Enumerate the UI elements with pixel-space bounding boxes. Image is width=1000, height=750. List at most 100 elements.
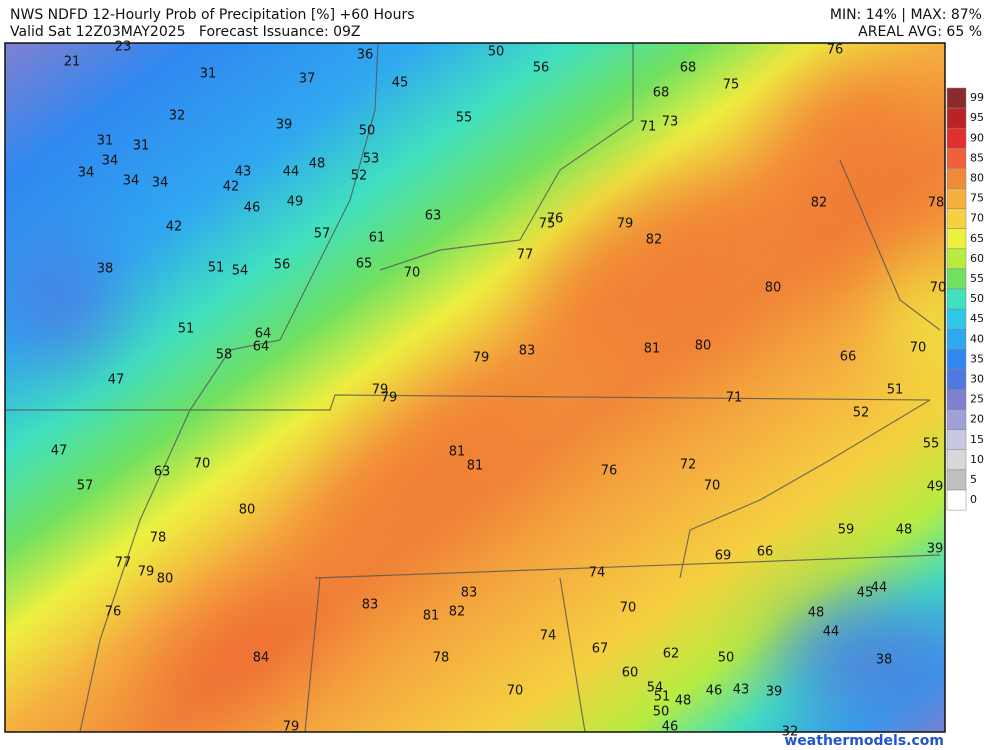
pop-label: 51: [208, 261, 225, 276]
pop-label: 80: [239, 503, 256, 518]
pop-label: 39: [927, 542, 944, 557]
pop-label: 75: [723, 78, 740, 93]
valid-time: Valid Sat 12Z03MAY2025 Forecast Issuance…: [10, 24, 361, 40]
pop-label: 46: [244, 201, 261, 216]
pop-label: 55: [923, 437, 940, 452]
pop-label: 60: [622, 666, 639, 681]
colorbar-swatch: [946, 449, 967, 471]
pop-label: 45: [392, 76, 409, 91]
pop-label: 42: [223, 180, 240, 195]
pop-label: 32: [169, 109, 186, 124]
pop-label: 77: [115, 556, 132, 571]
pop-label: 73: [662, 115, 679, 130]
pop-label: 71: [640, 120, 657, 135]
pop-label: 51: [887, 383, 904, 398]
pop-label: 79: [381, 391, 398, 406]
pop-label: 69: [715, 549, 732, 564]
pop-label: 65: [356, 257, 373, 272]
pop-label: 54: [232, 264, 249, 279]
map-field: [5, 43, 945, 732]
pop-label: 47: [51, 444, 68, 459]
pop-label: 50: [653, 705, 670, 720]
pop-label: 50: [488, 45, 505, 60]
pop-label: 62: [663, 647, 680, 662]
pop-label: 43: [235, 165, 252, 180]
pop-label: 59: [838, 523, 855, 538]
pop-label: 42: [166, 220, 183, 235]
colorbar-swatch: [946, 409, 967, 430]
pop-label: 46: [662, 720, 679, 735]
colorbar-label: 99: [970, 91, 984, 104]
pop-label: 84: [253, 651, 270, 666]
pop-label: 44: [871, 581, 888, 596]
pop-label: 81: [644, 342, 661, 357]
areal-avg: AREAL AVG: 65 %: [858, 24, 982, 40]
pop-label: 46: [706, 684, 723, 699]
colorbar-swatch: [946, 248, 967, 270]
pop-label: 50: [359, 124, 376, 139]
pop-label: 80: [765, 281, 782, 296]
pop-label: 76: [827, 43, 844, 58]
colorbar-label: 85: [970, 151, 984, 164]
colorbar-label: 90: [970, 131, 984, 144]
colorbar-label: 80: [970, 171, 984, 184]
colorbar-label: 75: [970, 192, 984, 205]
map-frame: [4, 42, 946, 733]
colorbar-label: 50: [970, 292, 984, 305]
pop-label: 64: [253, 340, 270, 355]
title: NWS NDFD 12-Hourly Prob of Precipitation…: [10, 7, 415, 23]
pop-label: 74: [540, 629, 557, 644]
pop-label: 70: [930, 281, 947, 296]
pop-label: 54: [647, 681, 664, 696]
colorbar-label: 40: [970, 332, 984, 345]
pop-label: 48: [896, 523, 913, 538]
pop-label: 31: [200, 67, 217, 82]
pop-label: 79: [372, 383, 389, 398]
colorbar-swatch: [946, 87, 967, 109]
colorbar-label: 25: [970, 393, 984, 406]
colorbar-swatch: [946, 429, 967, 451]
pop-label: 74: [589, 566, 606, 581]
pop-label: 66: [757, 545, 774, 560]
pop-label: 68: [680, 61, 697, 76]
pop-label: 82: [646, 233, 663, 248]
pop-label: 21: [64, 55, 81, 70]
pop-label: 71: [726, 391, 743, 406]
pop-label: 61: [369, 231, 386, 246]
pop-label: 63: [425, 209, 442, 224]
pop-label: 79: [138, 565, 155, 580]
pop-label: 34: [78, 166, 95, 181]
pop-label: 81: [467, 459, 484, 474]
pop-label: 43: [733, 683, 750, 698]
colorbar-label: 10: [970, 453, 984, 466]
colorbar-label: 0: [970, 493, 977, 506]
colorbar-swatch: [946, 188, 967, 209]
pop-label: 47: [108, 373, 125, 388]
pop-label: 70: [194, 457, 211, 472]
pop-label: 66: [840, 350, 857, 365]
colorbar-swatch: [946, 127, 967, 149]
pop-label: 83: [362, 598, 379, 613]
pop-label: 50: [718, 651, 735, 666]
pop-label: 39: [766, 685, 783, 700]
pop-label: 78: [928, 196, 945, 211]
pop-label: 48: [675, 694, 692, 709]
pop-label: 51: [178, 322, 195, 337]
pop-label: 78: [433, 651, 450, 666]
colorbar-swatch: [946, 349, 967, 370]
colorbar-label: 65: [970, 232, 984, 245]
pop-label: 34: [102, 154, 119, 169]
colorbar-swatch: [946, 389, 967, 410]
pop-label: 39: [276, 118, 293, 133]
pop-label: 79: [473, 351, 490, 366]
pop-label: 79: [283, 720, 300, 735]
pop-label: 56: [533, 61, 550, 76]
colorbar-label: 95: [970, 111, 984, 124]
pop-label: 38: [876, 653, 893, 668]
pop-label: 44: [283, 165, 300, 180]
colorbar-swatch: [946, 268, 967, 290]
pop-label: 32: [782, 725, 799, 740]
pop-label: 70: [404, 266, 421, 281]
pop-label: 37: [299, 72, 316, 87]
